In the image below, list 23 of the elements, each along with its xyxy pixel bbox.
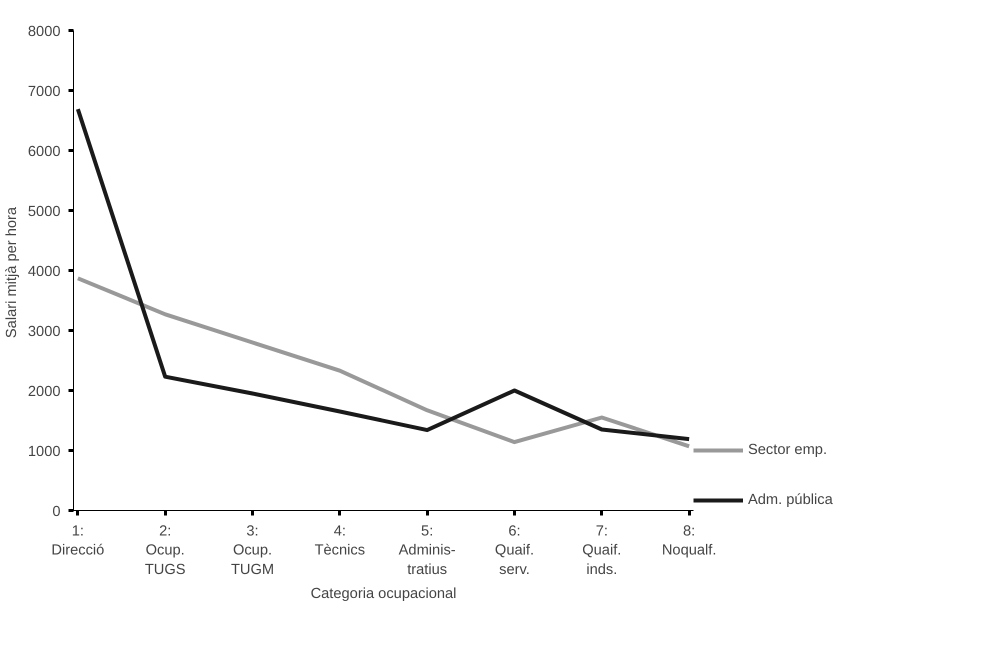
x-tick-label: 2: Ocup. TUGS	[144, 524, 186, 578]
x-tick-label: 7: Quaif. inds.	[582, 524, 622, 578]
x-axis-title: Categoria ocupacional	[310, 586, 456, 602]
legend-label: Adm. pública	[748, 492, 834, 508]
line-series	[76, 276, 692, 448]
y-axis-title: Salari mitjà per hora	[4, 206, 20, 338]
x-tick-label: 3: Ocup. TUGM	[230, 524, 274, 578]
y-tick-label: 6000	[28, 144, 61, 160]
x-tick-label: 5: Adminis- tratius	[398, 524, 456, 578]
x-tick-label: 1: Direcció	[51, 524, 104, 559]
y-tick-label: 7000	[28, 84, 61, 100]
legend-label: Sector emp.	[748, 442, 828, 458]
y-tick-label: 2000	[28, 384, 61, 400]
x-tick-label: 6: Quaif. serv.	[494, 524, 534, 578]
y-tick-label: 5000	[28, 204, 61, 220]
y-tick-label: 4000	[28, 264, 61, 280]
y-tick-label: 1000	[28, 444, 61, 460]
y-tick-label: 3000	[28, 324, 61, 340]
y-tick-label: 0	[52, 504, 61, 520]
line-series	[76, 107, 692, 442]
y-tick-label: 8000	[28, 24, 61, 40]
x-tick-label: 4: Tècnics	[314, 524, 366, 559]
x-tick-label: 8: Noqualf.	[662, 524, 716, 559]
